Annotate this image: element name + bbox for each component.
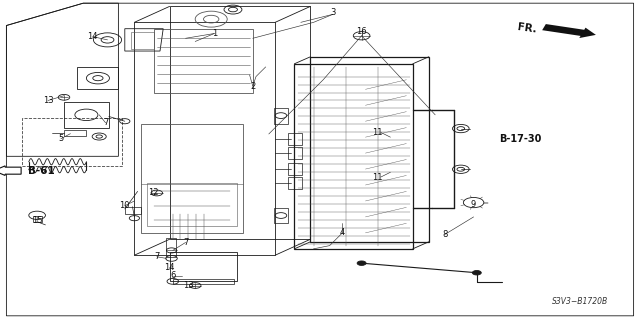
Text: B-17-30: B-17-30 (499, 134, 541, 144)
Text: 4: 4 (340, 228, 345, 237)
Text: 10: 10 (120, 201, 130, 210)
Bar (170, 6, 310, 239)
Text: S3V3−B1720B: S3V3−B1720B (552, 297, 608, 306)
Text: 9: 9 (471, 200, 476, 209)
Bar (64, 130, 86, 136)
Text: 7: 7 (103, 118, 108, 127)
Text: 2: 2 (250, 82, 255, 91)
Text: 16: 16 (356, 27, 367, 36)
Text: 6: 6 (170, 271, 175, 280)
Bar (310, 57, 429, 242)
Bar (134, 22, 275, 255)
Text: FR.: FR. (517, 22, 538, 35)
Bar (77, 67, 118, 89)
Text: 7: 7 (154, 252, 159, 261)
Text: 14: 14 (88, 32, 98, 41)
Text: 3: 3 (330, 8, 335, 17)
Text: 12: 12 (148, 189, 159, 197)
Text: 13: 13 (184, 281, 194, 290)
Text: 13: 13 (43, 96, 53, 105)
Text: 7: 7 (183, 238, 188, 247)
Bar (288, 163, 302, 175)
Text: 14: 14 (164, 263, 175, 272)
Text: 5: 5 (58, 134, 63, 143)
Text: 11: 11 (372, 173, 383, 182)
Text: B-61: B-61 (28, 166, 54, 176)
Text: 15: 15 (32, 216, 42, 225)
Bar (288, 147, 302, 159)
FancyArrow shape (542, 24, 596, 38)
Text: 8: 8 (442, 230, 447, 239)
Bar (173, 279, 234, 284)
Text: 11: 11 (372, 128, 383, 137)
Bar (147, 183, 237, 226)
Bar (288, 133, 302, 145)
Bar (125, 207, 141, 214)
Circle shape (357, 261, 366, 265)
Bar (274, 208, 288, 224)
Bar (288, 177, 302, 189)
Bar (294, 64, 413, 249)
FancyArrow shape (0, 166, 21, 175)
Bar (274, 108, 288, 123)
Bar (170, 252, 237, 281)
Bar (141, 124, 243, 233)
Bar (131, 32, 154, 49)
Bar (33, 216, 42, 222)
Bar (166, 238, 176, 257)
Bar (64, 102, 109, 128)
Bar (154, 29, 253, 93)
Text: 1: 1 (212, 29, 217, 38)
Bar (22, 118, 122, 166)
Circle shape (472, 271, 481, 275)
